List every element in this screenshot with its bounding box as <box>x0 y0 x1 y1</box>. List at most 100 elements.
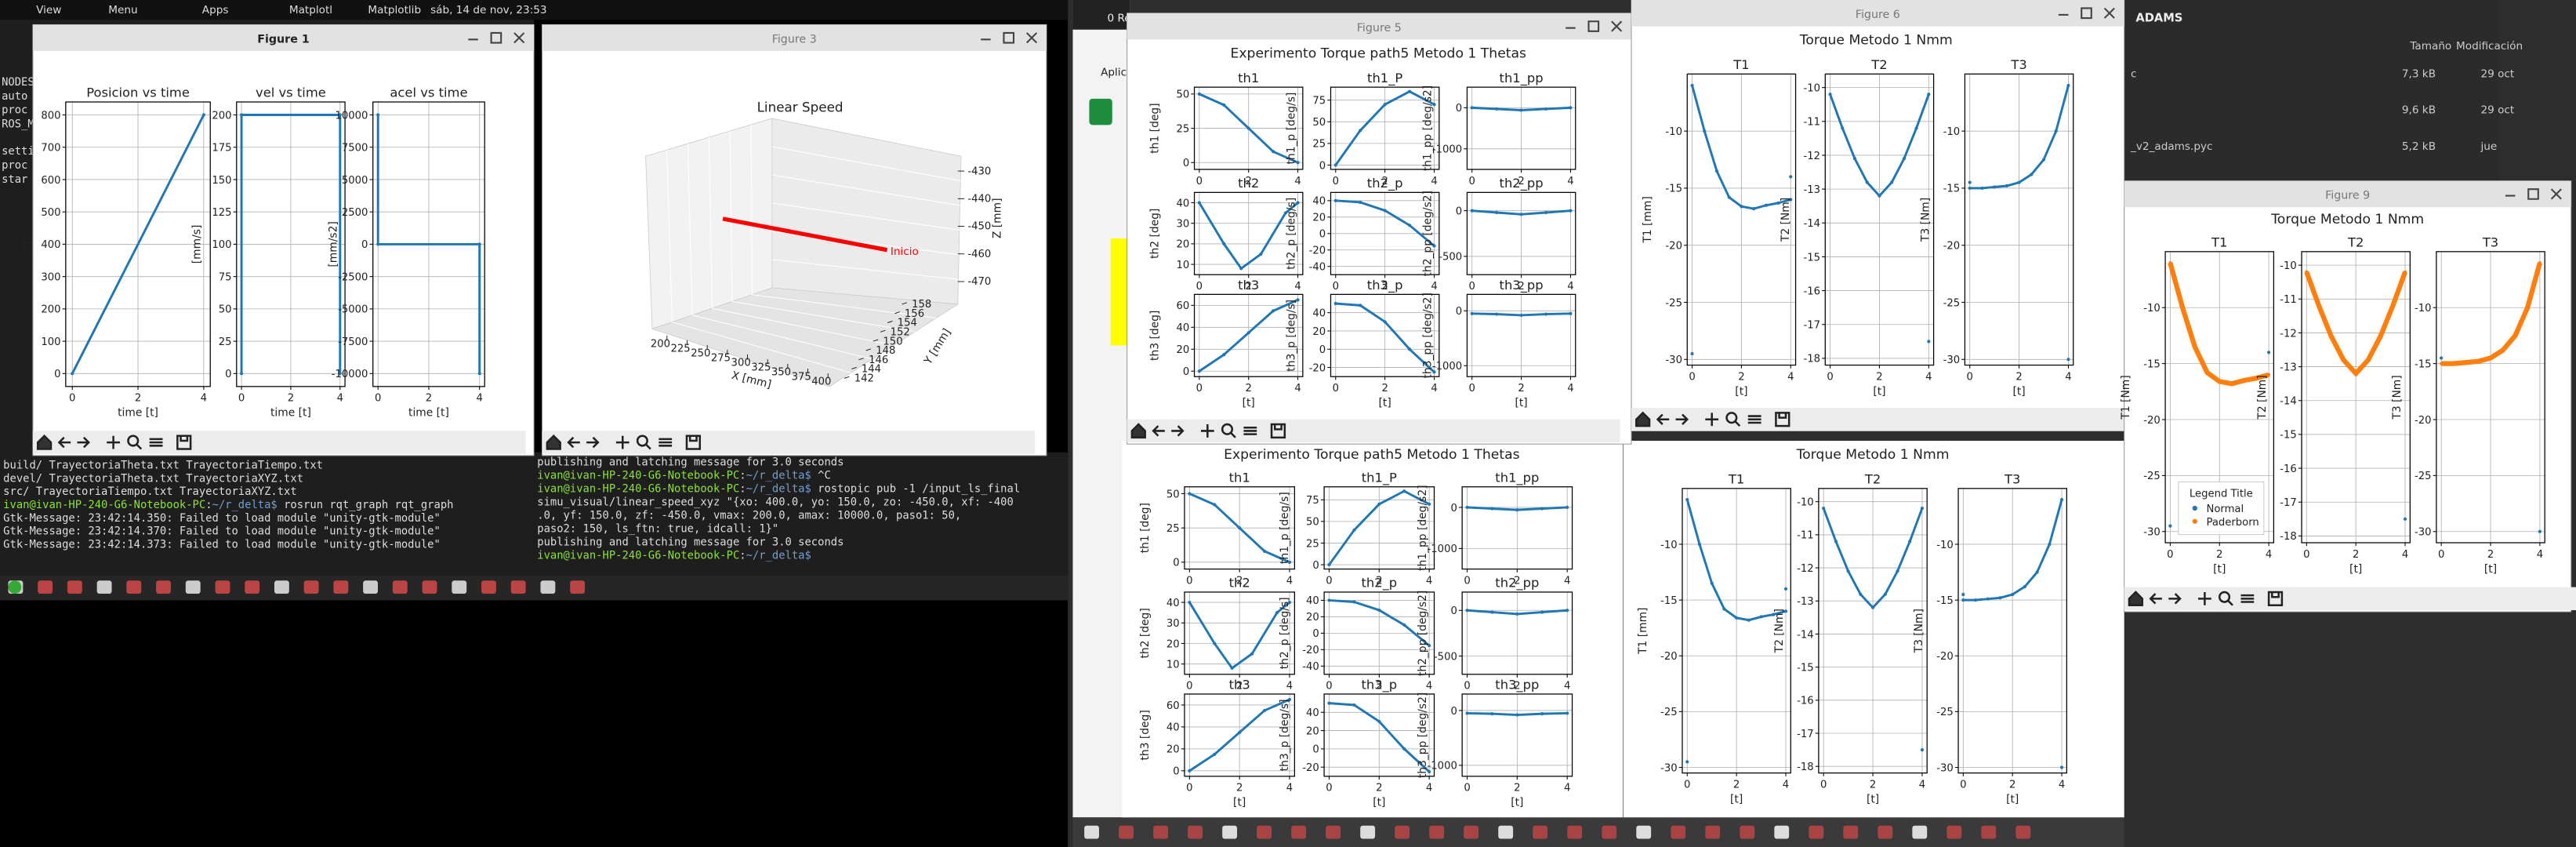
y-tick-label: 40 <box>1166 598 1180 609</box>
title-bar <box>542 24 1047 52</box>
data-point <box>1275 611 1279 615</box>
data-point <box>1859 592 1863 596</box>
toolbar-button[interactable] <box>2128 591 2144 606</box>
toolbar-button[interactable] <box>77 436 90 449</box>
toolbar-button[interactable] <box>1747 415 1761 424</box>
data-point <box>1569 311 1573 315</box>
x-tick-label: 2 <box>1733 780 1740 791</box>
axes-title: T3 <box>2010 57 2026 72</box>
y-tick-label: 20 <box>1312 213 1326 224</box>
y-tick-label: 40 <box>1306 707 1319 719</box>
toolbar-button[interactable] <box>615 435 629 449</box>
data-point <box>2023 584 2027 589</box>
x-label: [t] <box>1379 397 1391 409</box>
toolbar-button[interactable] <box>1270 423 1286 439</box>
x-tick-label: 2 <box>1246 176 1252 187</box>
toolbar-button[interactable] <box>2168 593 2182 605</box>
y-tick-label: -13 <box>1797 596 1814 608</box>
title-bar <box>1631 0 2124 27</box>
toolbar-button[interactable] <box>2267 591 2284 606</box>
toolbar-button[interactable] <box>1705 413 1719 427</box>
toolbar-button[interactable] <box>1152 425 1165 437</box>
toolbar-button[interactable] <box>2240 594 2255 603</box>
data-point <box>1519 213 1523 216</box>
window-button[interactable] <box>2103 7 2115 19</box>
x-tick-label: 2 <box>2216 549 2222 561</box>
y-tick-label: 0 <box>1183 366 1189 378</box>
window-button[interactable] <box>1611 20 1623 32</box>
toolbar-button[interactable] <box>1635 411 1651 427</box>
top-panel <box>0 0 1068 20</box>
toolbar-button[interactable] <box>36 434 53 450</box>
toolbar-button[interactable] <box>1243 426 1257 435</box>
suptitle: Torque Metodo 1 Nmm <box>1799 33 1953 49</box>
y-tick-label: 152 <box>891 327 910 339</box>
toolbar-button[interactable] <box>1656 413 1670 425</box>
y-tick-label: -10 <box>2280 260 2297 272</box>
data-point <box>2005 184 2008 188</box>
data-point <box>2193 345 2197 349</box>
window-button[interactable] <box>513 32 525 44</box>
toolbar-button[interactable] <box>636 434 651 450</box>
cell: 29 oct <box>2480 104 2514 117</box>
toolbar-button[interactable] <box>176 434 192 450</box>
column-header: Tamaño <box>2409 40 2451 53</box>
toolbar-button[interactable] <box>1130 423 1146 439</box>
toolbar-button[interactable] <box>127 434 143 450</box>
axes-frame <box>1330 191 1440 275</box>
toolbar-button[interactable] <box>2197 591 2211 605</box>
data-point <box>2267 351 2271 354</box>
toolbar-button[interactable] <box>57 436 71 449</box>
taskbar-icon <box>1188 825 1203 839</box>
toolbar-button[interactable] <box>1171 425 1185 437</box>
axes-frame <box>1184 591 1296 675</box>
data-point <box>1250 652 1254 656</box>
toolbar-button[interactable] <box>586 436 600 449</box>
toolbar-button[interactable] <box>1675 413 1689 425</box>
data-point <box>1213 503 1217 507</box>
y-tick-label: 175 <box>212 143 231 154</box>
toolbar-button[interactable] <box>1725 412 1741 427</box>
axes-frame <box>1323 693 1435 777</box>
data-point <box>1515 713 1519 717</box>
y-tick-label: 142 <box>854 373 874 385</box>
data-point <box>1727 195 1731 199</box>
toolbar-button[interactable] <box>1200 424 1214 438</box>
y-tick-label: -1000 <box>1428 543 1457 555</box>
window-button[interactable] <box>2550 188 2562 200</box>
data-point <box>1197 369 1201 373</box>
toolbar-button[interactable] <box>2218 591 2233 606</box>
y-tick-label: -13 <box>2280 362 2297 373</box>
window-button[interactable] <box>2527 188 2539 200</box>
data-point <box>2440 362 2444 365</box>
pane-grid <box>672 322 851 373</box>
window-button[interactable] <box>1003 31 1015 44</box>
data-point <box>2255 376 2259 380</box>
toolbar-button[interactable] <box>149 438 163 447</box>
axes-title: th3_p <box>1361 678 1397 693</box>
window-button[interactable] <box>490 31 503 44</box>
x-tick-label: 0 <box>1469 383 1475 394</box>
y-tick-label: -25 <box>2143 471 2161 482</box>
x-tick-label: 4 <box>1294 281 1301 293</box>
axes-frame <box>1957 488 2067 774</box>
toolbar-button[interactable] <box>1775 412 1791 427</box>
toolbar-button[interactable] <box>685 434 702 450</box>
toolbar-button[interactable] <box>107 435 120 449</box>
data-point <box>1878 194 1881 198</box>
toolbar-button[interactable] <box>659 438 673 447</box>
toolbar-button[interactable] <box>2149 593 2162 605</box>
data-point <box>1495 210 1499 215</box>
data-point <box>1540 507 1544 511</box>
window-button[interactable] <box>2081 7 2092 20</box>
toolbar-button[interactable] <box>567 436 580 449</box>
toolbar-button[interactable] <box>546 434 561 450</box>
window-button[interactable] <box>1026 32 1038 44</box>
suptitle: Experimento Torque path5 Metodo 1 Thetas <box>1231 45 1527 61</box>
y-tick-label: 0 <box>1319 344 1326 356</box>
data-point <box>1352 600 1356 604</box>
window-button[interactable] <box>1587 20 1600 32</box>
toolbar-button[interactable] <box>1221 423 1236 438</box>
data-point <box>2513 333 2517 338</box>
data-point <box>1352 528 1356 533</box>
